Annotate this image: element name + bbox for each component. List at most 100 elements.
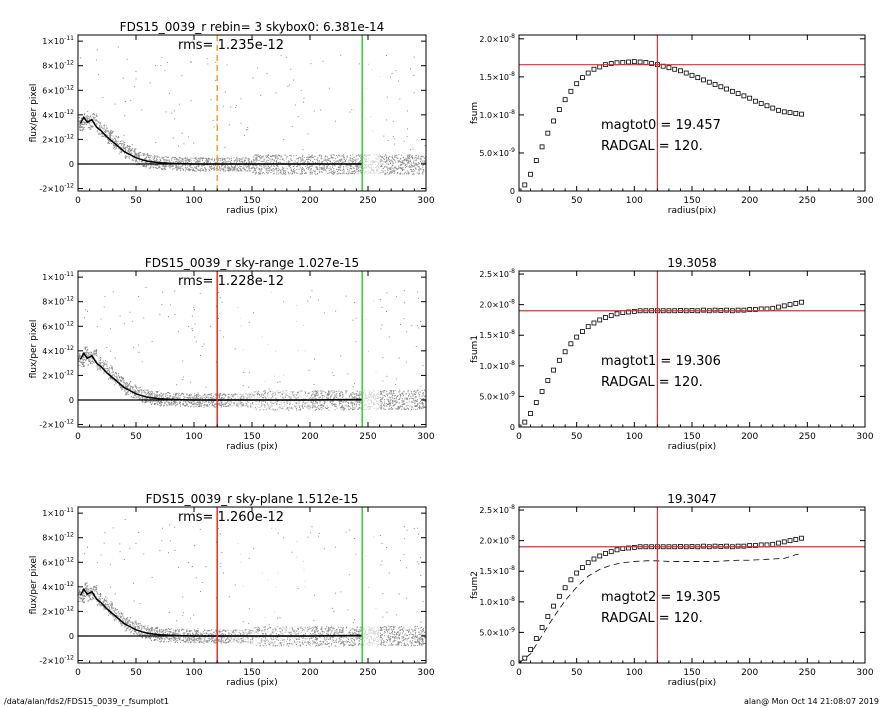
scatter-point <box>401 160 403 162</box>
scatter-point <box>303 398 305 400</box>
scatter-point <box>265 155 267 157</box>
scatter-point <box>223 397 225 399</box>
scatter-point <box>388 399 390 401</box>
scatter-point <box>262 161 264 163</box>
scatter-point <box>96 326 98 328</box>
scatter-point <box>339 173 341 175</box>
scatter-point <box>168 164 170 166</box>
scatter-point <box>126 392 128 394</box>
scatter-point <box>386 391 388 393</box>
scatter-point <box>262 400 264 402</box>
scatter-point <box>83 361 85 363</box>
scatter-point <box>244 159 246 161</box>
scatter-point <box>108 141 110 143</box>
scatter-point <box>392 390 394 392</box>
scatter-point <box>103 363 105 365</box>
scatter-point <box>367 170 369 172</box>
scatter-point <box>309 166 311 168</box>
scatter-point <box>413 74 415 76</box>
scatter-point <box>283 162 285 164</box>
scatter-point <box>375 397 377 399</box>
scatter-point <box>403 173 405 175</box>
scatter-point <box>275 92 277 94</box>
scatter-point <box>374 161 376 163</box>
scatter-point <box>255 164 257 166</box>
scatter-point <box>290 407 292 409</box>
scatter-point <box>171 156 173 158</box>
scatter-point <box>147 156 149 158</box>
scatter-point <box>264 391 266 393</box>
scatter-point <box>95 123 97 125</box>
scatter-point <box>124 389 126 391</box>
scatter-point <box>190 401 192 403</box>
scatter-point <box>106 361 108 363</box>
scatter-point <box>188 165 190 167</box>
scatter-point <box>86 118 88 120</box>
scatter-point <box>124 152 126 154</box>
scatter-point <box>118 384 120 386</box>
scatter-point <box>135 160 137 162</box>
scatter-point <box>342 396 344 398</box>
scatter-point <box>173 397 175 399</box>
scatter-point <box>120 151 122 153</box>
scatter-point <box>400 408 402 410</box>
scatter-point <box>324 169 326 171</box>
scatter-point <box>167 401 169 403</box>
scatter-point <box>331 173 333 175</box>
scatter-point <box>377 404 379 406</box>
scatter-point <box>384 395 386 397</box>
scatter-point <box>240 169 242 171</box>
scatter-point <box>163 166 165 168</box>
scatter-point <box>408 160 410 162</box>
scatter-point <box>335 403 337 405</box>
scatter-point <box>364 167 366 169</box>
scatter-point <box>330 154 332 156</box>
scatter-point <box>421 168 423 170</box>
scatter-point <box>239 165 241 167</box>
scatter-point <box>213 405 215 407</box>
scatter-point <box>134 152 136 154</box>
scatter-point <box>243 168 245 170</box>
scatter-point <box>321 409 323 411</box>
scatter-point <box>204 393 206 395</box>
scatter-point <box>199 398 201 400</box>
scatter-point <box>187 159 189 161</box>
scatter-point <box>279 381 281 383</box>
scatter-point <box>141 161 143 163</box>
scatter-point <box>115 139 117 141</box>
scatter-point <box>273 155 275 157</box>
scatter-point <box>274 169 276 171</box>
scatter-point <box>357 394 359 396</box>
scatter-point <box>329 161 331 163</box>
scatter-point <box>109 131 111 133</box>
scatter-point <box>399 398 401 400</box>
scatter-point <box>397 168 399 170</box>
scatter-point <box>171 158 173 160</box>
scatter-point <box>360 170 362 172</box>
scatter-point <box>319 397 321 399</box>
scatter-point <box>339 166 341 168</box>
scatter-point <box>243 166 245 168</box>
scatter-point <box>403 400 405 402</box>
scatter-point <box>207 158 209 160</box>
scatter-point <box>328 172 330 174</box>
scatter-point <box>407 166 409 168</box>
scatter-point <box>128 391 130 393</box>
scatter-point <box>270 397 272 399</box>
scatter-point <box>129 386 131 388</box>
scatter-point <box>241 158 243 160</box>
scatter-point <box>289 172 291 174</box>
scatter-point <box>295 397 297 399</box>
scatter-point <box>283 409 285 411</box>
scatter-point <box>238 400 240 402</box>
scatter-point <box>244 169 246 171</box>
scatter-point <box>391 171 393 173</box>
scatter-point <box>93 118 95 120</box>
scatter-point <box>106 368 108 370</box>
scatter-point <box>290 154 292 156</box>
scatter-point <box>213 168 215 170</box>
scatter-point <box>247 127 249 129</box>
scatter-point <box>158 167 160 169</box>
scatter-point <box>316 391 318 393</box>
scatter-point <box>245 167 247 169</box>
